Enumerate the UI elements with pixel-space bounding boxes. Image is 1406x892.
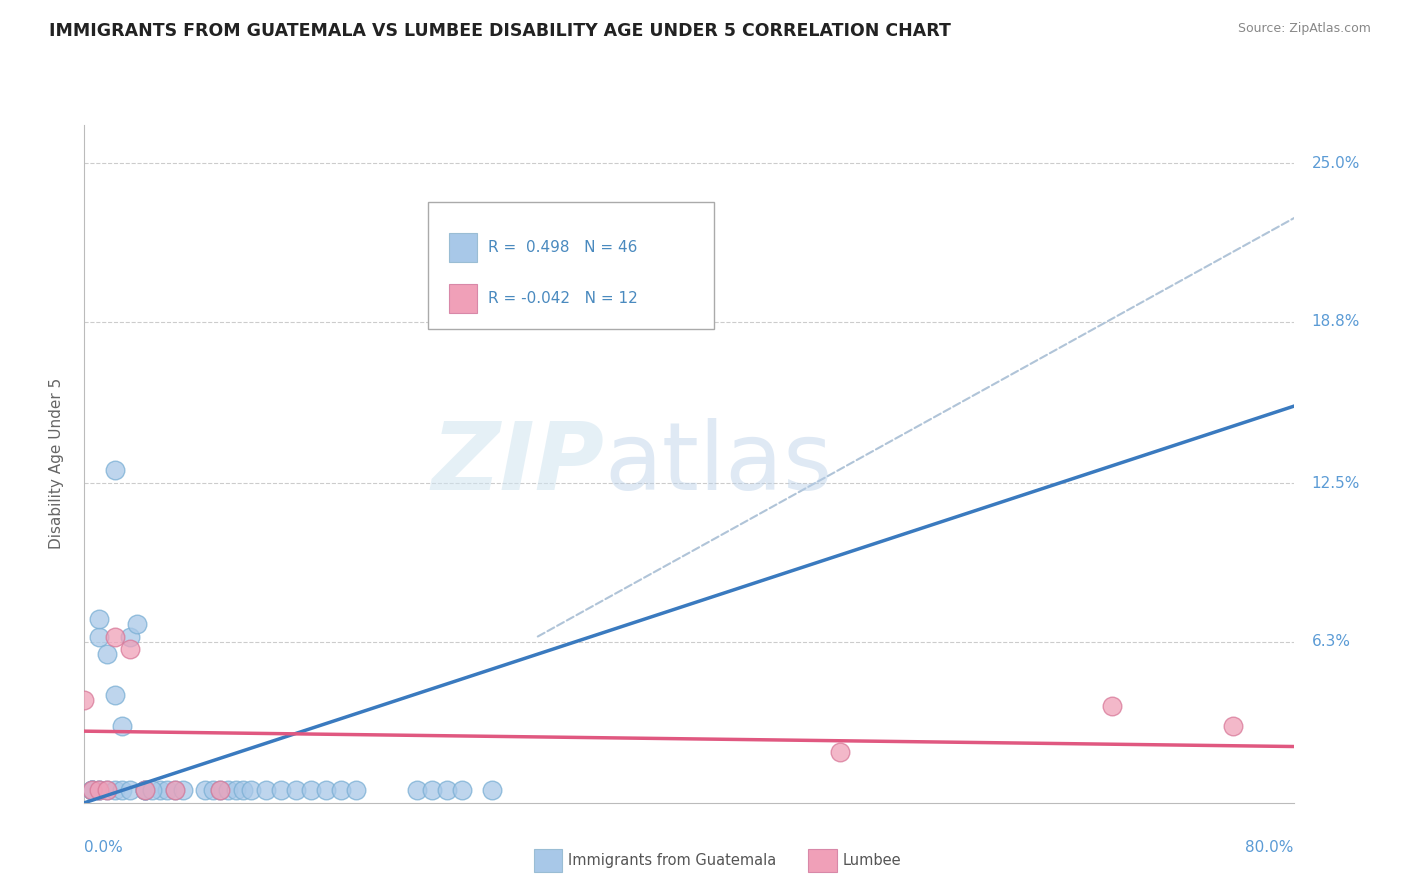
Text: R = -0.042   N = 12: R = -0.042 N = 12 — [488, 292, 638, 306]
Point — [209, 783, 232, 797]
Y-axis label: Disability Age Under 5: Disability Age Under 5 — [49, 378, 63, 549]
Point — [346, 783, 368, 797]
Point — [127, 616, 149, 631]
Point — [436, 783, 458, 797]
Point — [80, 783, 103, 797]
Point — [420, 783, 443, 797]
Point — [104, 630, 127, 644]
Point — [209, 783, 232, 797]
Point — [163, 783, 186, 797]
Point — [89, 783, 111, 797]
Text: Immigrants from Guatemala: Immigrants from Guatemala — [568, 854, 776, 868]
Text: 12.5%: 12.5% — [1312, 475, 1360, 491]
Text: Source: ZipAtlas.com: Source: ZipAtlas.com — [1237, 22, 1371, 36]
Text: IMMIGRANTS FROM GUATEMALA VS LUMBEE DISABILITY AGE UNDER 5 CORRELATION CHART: IMMIGRANTS FROM GUATEMALA VS LUMBEE DISA… — [49, 22, 950, 40]
Text: 0.0%: 0.0% — [84, 840, 124, 855]
Point — [451, 783, 474, 797]
Text: ZIP: ZIP — [432, 417, 605, 510]
Point — [118, 783, 141, 797]
Point — [89, 630, 111, 644]
Text: Lumbee: Lumbee — [842, 854, 901, 868]
Point — [118, 642, 141, 657]
Point — [104, 463, 127, 477]
Point — [89, 783, 111, 797]
Point — [232, 783, 254, 797]
Point — [134, 783, 156, 797]
Point — [172, 783, 194, 797]
Point — [89, 783, 111, 797]
Point — [96, 783, 118, 797]
Point — [254, 783, 277, 797]
Text: 18.8%: 18.8% — [1312, 314, 1360, 329]
Point — [80, 783, 103, 797]
Point — [104, 689, 127, 703]
Text: R =  0.498   N = 46: R = 0.498 N = 46 — [488, 240, 638, 255]
Point — [1222, 719, 1244, 733]
Point — [239, 783, 262, 797]
Point — [156, 783, 179, 797]
Point — [89, 612, 111, 626]
Point — [330, 783, 353, 797]
Text: atlas: atlas — [605, 417, 832, 510]
Text: 80.0%: 80.0% — [1246, 840, 1294, 855]
Point — [299, 783, 322, 797]
Point — [481, 783, 503, 797]
Point — [111, 719, 134, 733]
Point — [80, 783, 103, 797]
Point — [111, 783, 134, 797]
Point — [104, 783, 127, 797]
Point — [134, 783, 156, 797]
Point — [149, 783, 172, 797]
Point — [315, 783, 337, 797]
Point — [80, 783, 103, 797]
Point — [134, 783, 156, 797]
Point — [194, 783, 217, 797]
Point — [270, 783, 292, 797]
Point — [118, 630, 141, 644]
Point — [134, 783, 156, 797]
Point — [73, 693, 96, 707]
Point — [225, 783, 247, 797]
Point — [201, 783, 224, 797]
Point — [1101, 698, 1123, 713]
Point — [647, 233, 671, 247]
Point — [96, 783, 118, 797]
Text: 25.0%: 25.0% — [1312, 156, 1360, 170]
Point — [217, 783, 239, 797]
Point — [96, 648, 118, 662]
Point — [406, 783, 429, 797]
Point — [80, 783, 103, 797]
Point — [163, 783, 186, 797]
Text: 6.3%: 6.3% — [1312, 634, 1351, 649]
Point — [284, 783, 308, 797]
Point — [830, 745, 852, 759]
Point — [141, 783, 163, 797]
